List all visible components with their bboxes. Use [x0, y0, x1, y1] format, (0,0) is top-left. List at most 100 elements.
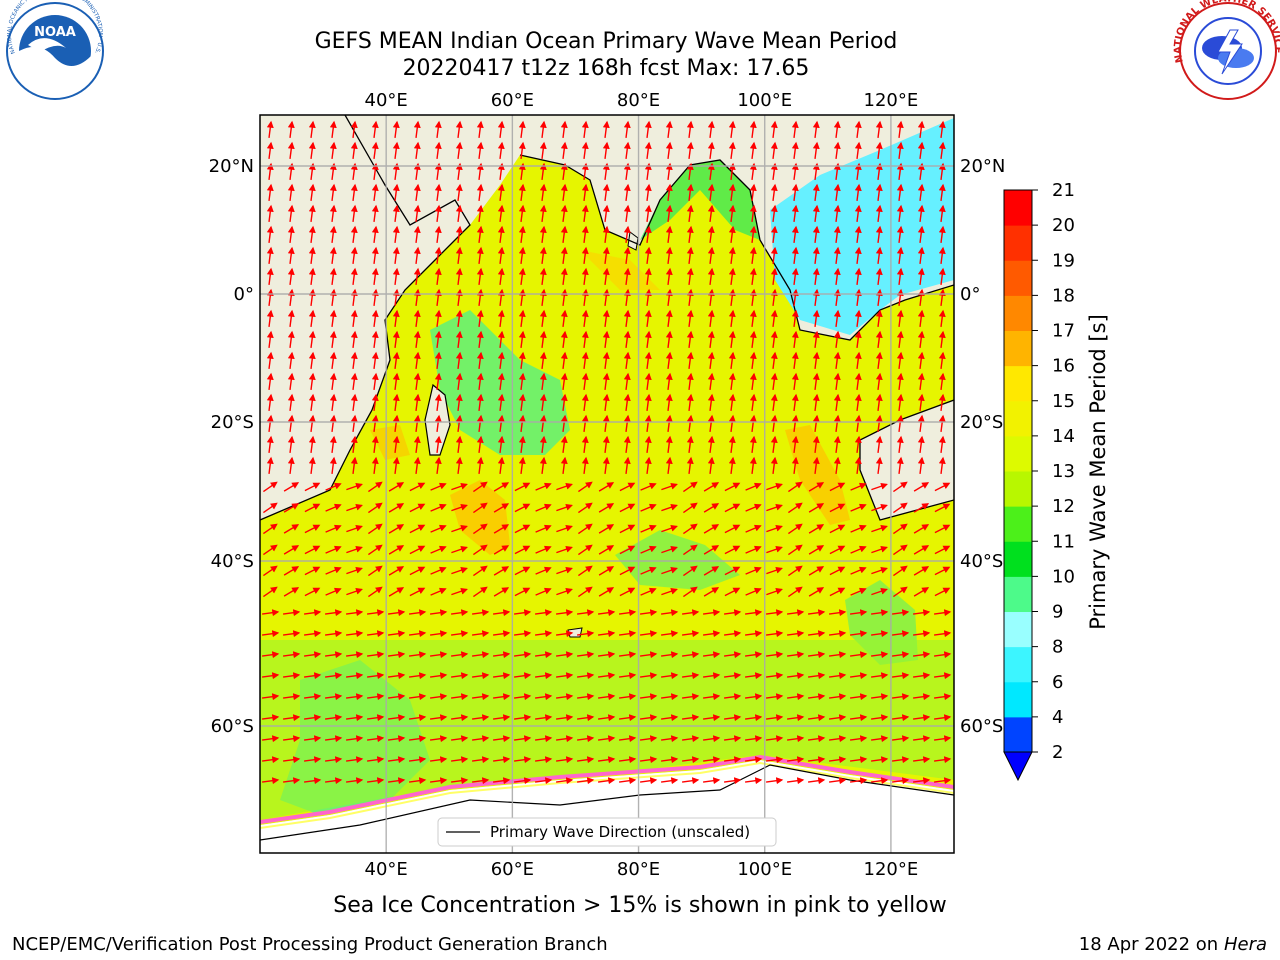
wave-arrow [560, 120, 568, 138]
wave-arrow [346, 735, 364, 743]
wave-arrow [304, 714, 322, 722]
wave-arrow [896, 141, 904, 159]
wave-arrow [766, 482, 783, 491]
wave-arrow [665, 120, 673, 138]
wave-arrow [686, 288, 694, 306]
wave-arrow [325, 630, 343, 638]
wave-arrow [287, 435, 295, 453]
wave-arrow [850, 735, 868, 743]
wave-arrow [640, 693, 658, 701]
colorbar-tick-label: 2 [1052, 742, 1063, 763]
wave-arrow [602, 120, 610, 138]
wave-arrow [724, 714, 742, 722]
wave-arrow [371, 435, 379, 453]
wave-arrow [392, 309, 400, 327]
wave-arrow [682, 756, 700, 764]
wave-arrow [623, 183, 631, 201]
wave-arrow [812, 246, 820, 264]
wave-arrow [388, 714, 406, 722]
wave-arrow [371, 393, 379, 411]
wave-arrow [577, 523, 593, 535]
wave-arrow [493, 587, 510, 597]
wave-arrow [476, 183, 484, 201]
wave-arrow [602, 372, 610, 390]
wave-arrow [770, 183, 778, 201]
wave-arrow [472, 502, 488, 514]
wave-arrow [598, 693, 616, 701]
wave-arrow [892, 502, 908, 514]
wave-arrow [640, 672, 658, 680]
wave-arrow [791, 309, 799, 327]
wave-arrow [392, 183, 400, 201]
wave-arrow [707, 225, 715, 243]
wave-arrow [556, 693, 574, 701]
wave-arrow [304, 503, 321, 513]
wave-arrow [346, 566, 363, 575]
wave-arrow [413, 330, 421, 348]
wave-arrow [308, 435, 316, 453]
wave-arrow [619, 693, 637, 701]
wave-arrow [665, 456, 673, 474]
wave-arrow [724, 503, 741, 513]
wave-arrow [308, 225, 316, 243]
wave-arrow [535, 566, 552, 575]
wave-arrow [682, 651, 700, 659]
wave-arrow [308, 120, 316, 138]
wave-arrow [808, 756, 826, 764]
wave-arrow [808, 566, 825, 576]
wave-arrow [707, 288, 715, 306]
wave-arrow [917, 267, 925, 285]
wave-arrow [409, 672, 427, 680]
wave-arrow [640, 566, 657, 575]
wave-arrow [850, 777, 868, 785]
wave-arrow [850, 756, 868, 764]
wave-arrow [577, 693, 595, 701]
wave-arrow [560, 330, 568, 348]
wave-arrow [535, 609, 553, 617]
wave-arrow [539, 162, 547, 180]
wave-arrow [581, 393, 589, 411]
wave-arrow [581, 456, 589, 474]
wave-arrow [472, 693, 490, 701]
wave-arrow [892, 651, 910, 659]
wave-arrow [640, 714, 658, 722]
wave-arrow [833, 225, 841, 243]
wave-arrow [833, 267, 841, 285]
wave-arrow [455, 267, 463, 285]
wave-arrow [703, 503, 720, 513]
wave-arrow [560, 267, 568, 285]
wave-arrow [472, 481, 488, 493]
wave-arrow [581, 225, 589, 243]
wave-arrow [640, 587, 657, 596]
wave-arrow [850, 587, 867, 596]
wave-arrow [749, 204, 757, 222]
wave-arrow [896, 204, 904, 222]
wave-arrow [682, 693, 700, 701]
wave-arrow [430, 756, 448, 764]
wave-arrow [539, 372, 547, 390]
colorbar-tick-label: 8 [1052, 637, 1063, 658]
wave-arrow [623, 393, 631, 411]
wave-arrow [430, 524, 447, 533]
wave-arrow [787, 756, 805, 764]
wave-arrow [430, 735, 448, 743]
wave-arrow [665, 267, 673, 285]
wave-arrow [556, 609, 574, 617]
wave-arrow [850, 693, 868, 701]
wave-arrow [812, 372, 820, 390]
wave-arrow [581, 141, 589, 159]
wave-arrow [619, 735, 637, 743]
wave-arrow [497, 330, 505, 348]
wave-arrow [728, 330, 736, 348]
wave-arrow [829, 714, 847, 722]
wave-arrow [350, 309, 358, 327]
wave-arrow [451, 777, 469, 785]
wave-arrow [266, 351, 274, 369]
wave-arrow [430, 693, 448, 701]
lon-tick-label-top: 80°E [617, 90, 660, 111]
wave-arrow [514, 735, 532, 743]
wave-arrow [812, 267, 820, 285]
map-frame [259, 114, 955, 854]
wave-arrow [304, 545, 321, 555]
